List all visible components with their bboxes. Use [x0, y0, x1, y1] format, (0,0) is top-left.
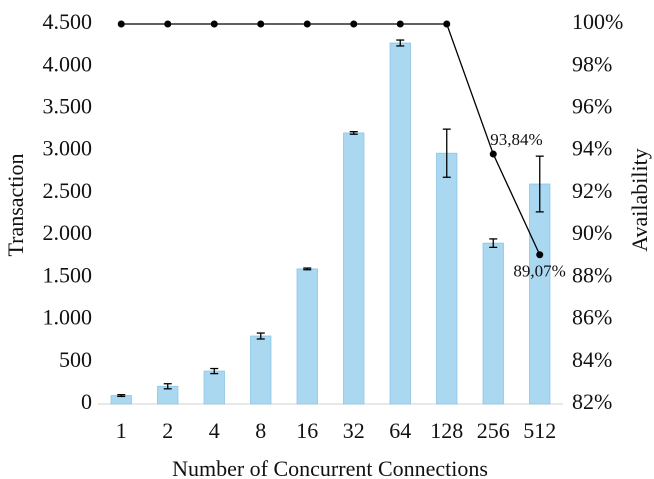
error-bar	[256, 332, 265, 340]
line	[121, 23, 541, 256]
bar	[250, 335, 272, 405]
bar	[482, 242, 504, 405]
error-bar	[117, 394, 126, 398]
error-bar	[163, 383, 172, 390]
x-tick-label: 128	[430, 418, 463, 443]
error-bar	[396, 39, 405, 47]
y2-tick-label: 92%	[572, 178, 612, 203]
y-tick-label: 4.500	[43, 9, 93, 34]
line-point	[443, 20, 451, 28]
bar	[203, 370, 225, 405]
bar	[436, 152, 458, 405]
y-tick-label: 3.500	[43, 93, 93, 118]
x-tick-label: 64	[389, 418, 411, 443]
y-tick-label: 1.500	[43, 262, 93, 287]
y2-tick-label: 86%	[572, 305, 612, 330]
y2-tick-label: 100%	[572, 9, 623, 34]
bar	[296, 268, 318, 405]
y2-axis-title: Availability	[627, 148, 652, 251]
y-tick-label: 2.000	[43, 220, 93, 245]
line-point	[210, 20, 218, 28]
line-point	[117, 20, 125, 28]
y2-tick-label: 82%	[572, 389, 612, 414]
y-tick-label: 4.000	[43, 51, 93, 76]
x-tick-label: 256	[477, 418, 510, 443]
line-point	[396, 20, 404, 28]
y2-tick-label: 96%	[572, 93, 612, 118]
error-bar	[210, 367, 219, 375]
line-point	[303, 20, 311, 28]
x-tick-label: 2	[162, 418, 173, 443]
y-tick-label: 500	[59, 347, 92, 372]
y2-tick-label: 98%	[572, 51, 612, 76]
x-tick-label: 8	[255, 418, 266, 443]
bar	[529, 183, 551, 405]
y-tick-label: 3.000	[43, 136, 93, 161]
bar	[343, 132, 365, 405]
error-bar	[535, 155, 544, 213]
line-point	[164, 20, 172, 28]
x-tick-label: 512	[523, 418, 556, 443]
data-label: 89,07%	[513, 262, 565, 281]
y-tick-label: 2.500	[43, 178, 93, 203]
y2-tick-label: 88%	[572, 262, 612, 287]
error-bar	[349, 131, 358, 135]
bar	[389, 42, 411, 405]
y2-tick-label: 94%	[572, 136, 612, 161]
y2-tick-label: 84%	[572, 347, 612, 372]
x-tick-label: 32	[343, 418, 365, 443]
x-tick-label: 16	[296, 418, 318, 443]
line-point	[489, 150, 497, 158]
error-bar	[489, 238, 498, 249]
line-point	[536, 251, 544, 259]
y-tick-label: 1.000	[43, 305, 93, 330]
x-tick-label: 4	[209, 418, 220, 443]
line-point	[257, 20, 265, 28]
x-axis-title: Number of Concurrent Connections	[172, 456, 488, 479]
y-tick-label: 0	[81, 389, 92, 414]
error-bar	[303, 267, 312, 271]
y-axis-title: Transaction	[3, 153, 28, 256]
y2-tick-label: 90%	[572, 220, 612, 245]
data-label: 93,84%	[490, 130, 542, 149]
x-tick-label: 1	[116, 418, 127, 443]
line-point	[350, 20, 358, 28]
error-bar	[442, 128, 451, 178]
